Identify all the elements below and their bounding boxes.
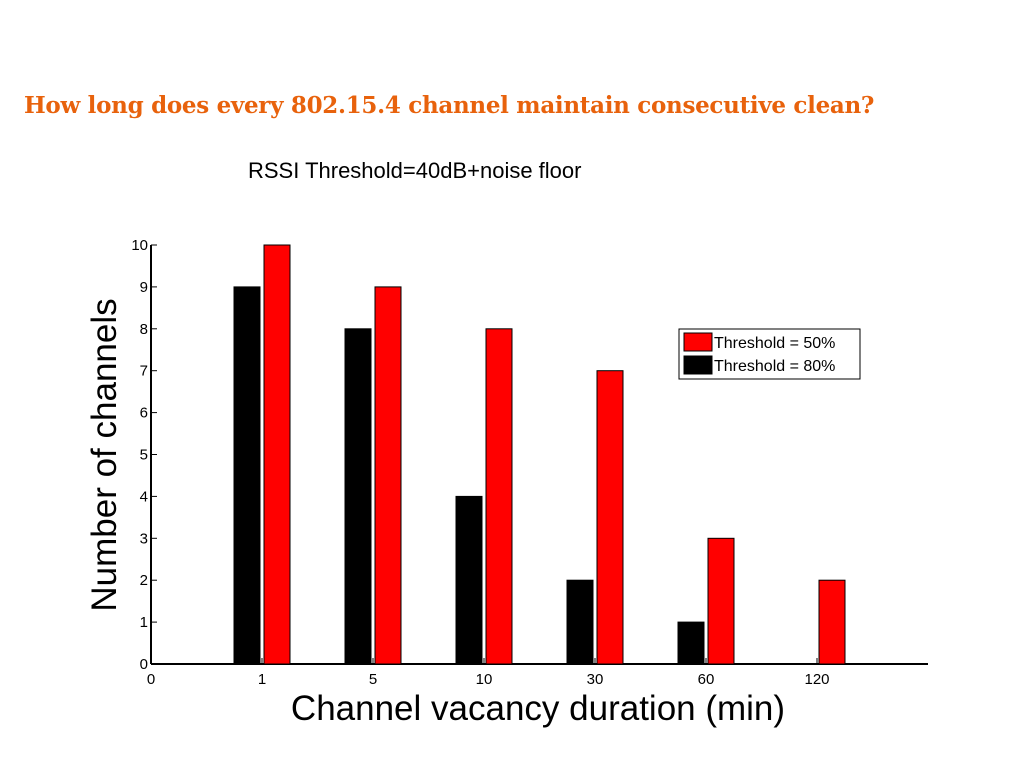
x-tick-label: 10 [476, 671, 493, 688]
x-tick-label: 30 [587, 671, 604, 688]
y-tick-label: 0 [140, 656, 148, 673]
bar [707, 537, 735, 665]
y-tick-label: 7 [140, 363, 148, 380]
bar [263, 244, 291, 665]
bar [596, 370, 624, 665]
y-tick-label: 1 [140, 614, 148, 631]
bar [485, 328, 513, 665]
legend-swatch [683, 355, 713, 375]
slide-title: How long does every 802.15.4 channel mai… [24, 92, 875, 119]
y-tick-label: 3 [140, 530, 148, 547]
bar [374, 286, 402, 665]
x-tick-label: 60 [698, 671, 715, 688]
x-tick-label: 120 [804, 671, 829, 688]
y-tick-label: 4 [140, 488, 148, 505]
legend-label: Threshold = 80% [714, 358, 835, 375]
chart-title: RSSI Threshold=40dB+noise floor [248, 158, 582, 183]
y-tick-label: 2 [140, 572, 148, 589]
bar [455, 495, 483, 665]
x-tick-label: 0 [147, 671, 155, 688]
bar [233, 286, 261, 665]
legend-label: Threshold = 50% [714, 335, 835, 352]
bar [566, 579, 594, 665]
x-axis-label: Channel vacancy duration (min) [291, 689, 785, 728]
y-tick-label: 8 [140, 321, 148, 338]
y-tick-label: 6 [140, 405, 148, 422]
bar [818, 579, 846, 665]
bar [344, 328, 372, 665]
y-axis-label: Number of channels [85, 298, 124, 611]
bar [677, 621, 705, 665]
y-tick-label: 10 [131, 237, 148, 254]
x-tick-label: 5 [369, 671, 377, 688]
y-tick-label: 9 [140, 279, 148, 296]
y-tick-label: 5 [140, 447, 148, 464]
legend-swatch [683, 332, 713, 352]
x-tick-label: 1 [258, 671, 266, 688]
